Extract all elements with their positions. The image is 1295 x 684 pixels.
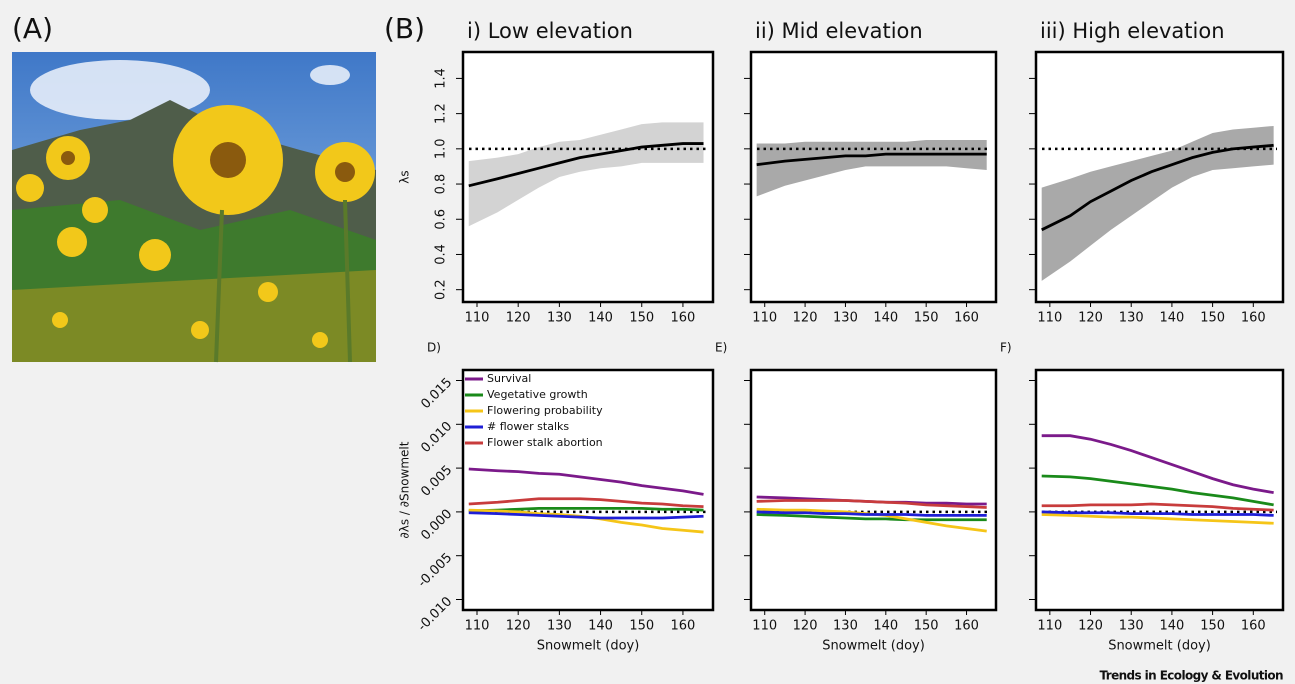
x-axis-label: Snowmelt (doy) bbox=[537, 639, 640, 654]
legend-label: Flower stalk abortion bbox=[487, 436, 603, 449]
legend-label: Flowering probability bbox=[487, 404, 603, 417]
legend-label: Vegetative growth bbox=[487, 388, 588, 401]
series-line bbox=[1041, 434, 1274, 495]
x-tick-label: 110 bbox=[752, 311, 777, 326]
series-line bbox=[468, 497, 704, 509]
confidence-band bbox=[1041, 125, 1274, 281]
x-tick-label: 130 bbox=[1119, 311, 1144, 326]
x-tick-label: 150 bbox=[1200, 619, 1225, 634]
x-tick-label: 160 bbox=[954, 311, 979, 326]
x-tick-label: 140 bbox=[1159, 619, 1184, 634]
series-line bbox=[756, 510, 987, 517]
x-axis-label: Snowmelt (doy) bbox=[822, 639, 925, 654]
x-tick-label: 140 bbox=[588, 619, 613, 634]
y-axis-label: ∂λs / ∂Snowmelt bbox=[398, 441, 412, 538]
photo bbox=[12, 52, 376, 363]
series-line bbox=[1041, 513, 1274, 525]
x-tick-label: 160 bbox=[1241, 619, 1266, 634]
plot-frame bbox=[1034, 50, 1285, 304]
x-tick-label: 110 bbox=[465, 311, 490, 326]
series-line bbox=[1041, 510, 1274, 517]
series-line bbox=[756, 499, 987, 509]
series-line bbox=[756, 513, 987, 522]
y-tick-label: 1.0 bbox=[434, 138, 449, 159]
chart-title: ii) Mid elevation bbox=[755, 19, 923, 43]
plot-area bbox=[751, 370, 996, 610]
series-line bbox=[1041, 143, 1274, 232]
series-line bbox=[468, 506, 704, 513]
y-tick-label: 0.6 bbox=[434, 209, 449, 230]
chart-title: i) Low elevation bbox=[467, 19, 633, 43]
y-tick-label: 1.4 bbox=[434, 68, 449, 89]
panel-label: (B) bbox=[384, 12, 425, 45]
x-tick-label: 120 bbox=[506, 619, 531, 634]
chart-title: iii) High elevation bbox=[1040, 19, 1225, 43]
series-line bbox=[468, 467, 704, 496]
y-tick-label: 1.2 bbox=[434, 103, 449, 124]
x-tick-label: 150 bbox=[629, 311, 654, 326]
plot-frame bbox=[1034, 368, 1285, 612]
x-tick-label: 120 bbox=[793, 311, 818, 326]
legend-label: Survival bbox=[487, 372, 531, 385]
x-tick-label: 140 bbox=[873, 619, 898, 634]
x-tick-label: 130 bbox=[547, 619, 572, 634]
x-tick-label: 110 bbox=[752, 619, 777, 634]
x-tick-label: 150 bbox=[629, 619, 654, 634]
series-line bbox=[1041, 502, 1274, 512]
x-tick-label: 120 bbox=[793, 619, 818, 634]
x-tick-label: 160 bbox=[671, 619, 696, 634]
x-tick-label: 150 bbox=[914, 619, 939, 634]
series-line bbox=[1041, 474, 1274, 507]
panel-label: F) bbox=[1000, 341, 1012, 355]
x-tick-label: 110 bbox=[1037, 311, 1062, 326]
x-axis-label: Snowmelt (doy) bbox=[1108, 639, 1211, 654]
legend-label: # flower stalks bbox=[487, 420, 569, 433]
y-axis-label: λs bbox=[398, 170, 412, 183]
x-tick-label: 160 bbox=[671, 311, 696, 326]
series-line bbox=[756, 152, 987, 167]
x-tick-label: 130 bbox=[547, 311, 572, 326]
x-tick-label: 150 bbox=[1200, 311, 1225, 326]
y-tick-label: 0.2 bbox=[434, 279, 449, 300]
plot-frame bbox=[749, 368, 998, 612]
x-tick-label: 160 bbox=[1241, 311, 1266, 326]
x-tick-label: 120 bbox=[506, 311, 531, 326]
credit: Trends in Ecology & Evolution bbox=[1099, 669, 1283, 683]
plot-area bbox=[1036, 370, 1283, 610]
panel-label: (A) bbox=[12, 12, 53, 45]
x-tick-label: 140 bbox=[873, 311, 898, 326]
x-tick-label: 120 bbox=[1078, 311, 1103, 326]
y-tick-label: 0.4 bbox=[434, 244, 449, 265]
x-tick-label: 130 bbox=[833, 619, 858, 634]
x-tick-label: 130 bbox=[833, 311, 858, 326]
x-tick-label: 110 bbox=[1037, 619, 1062, 634]
x-tick-label: 110 bbox=[465, 619, 490, 634]
x-tick-label: 160 bbox=[954, 619, 979, 634]
x-tick-label: 120 bbox=[1078, 619, 1103, 634]
series-line bbox=[468, 511, 704, 520]
x-tick-label: 140 bbox=[1159, 311, 1184, 326]
panel-label: E) bbox=[715, 341, 727, 355]
y-tick-label: 0.8 bbox=[434, 174, 449, 195]
series-line bbox=[468, 142, 704, 188]
plot-frame bbox=[461, 50, 715, 304]
panel-label: D) bbox=[427, 341, 441, 355]
x-tick-label: 140 bbox=[588, 311, 613, 326]
x-tick-label: 130 bbox=[1119, 619, 1144, 634]
plot-frame bbox=[461, 368, 715, 612]
x-tick-label: 150 bbox=[914, 311, 939, 326]
plot-frame bbox=[749, 50, 998, 304]
